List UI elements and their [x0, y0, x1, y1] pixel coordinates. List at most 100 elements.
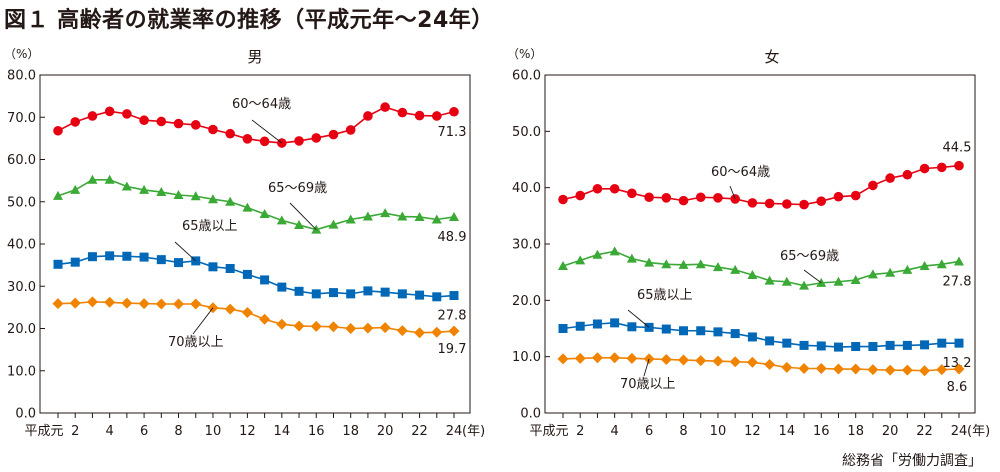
data-point	[156, 187, 167, 197]
y-tick-label: 70.0	[7, 111, 36, 126]
data-point	[225, 128, 235, 139]
data-point	[156, 116, 167, 127]
data-point	[397, 107, 408, 118]
data-point	[626, 253, 637, 263]
data-point	[627, 188, 637, 199]
series-line	[562, 250, 960, 287]
x-tick-label: 24	[951, 424, 968, 439]
data-point	[764, 198, 775, 209]
data-point	[259, 209, 270, 219]
data-point	[558, 260, 568, 270]
data-point	[919, 365, 931, 377]
data-point	[53, 125, 63, 136]
data-point	[190, 191, 201, 201]
x-tick-label: 8	[174, 424, 182, 439]
series-name-label: 65～69歳	[780, 249, 839, 264]
data-point	[885, 340, 895, 350]
data-point	[432, 292, 442, 302]
y-tick-label: 10.0	[512, 350, 541, 365]
data-point	[70, 257, 80, 267]
data-point	[867, 269, 878, 279]
data-point	[379, 322, 391, 334]
callout-leader	[289, 202, 317, 230]
data-point	[850, 190, 861, 201]
data-point	[712, 262, 723, 272]
series-name-label: 70歳以上	[168, 335, 224, 350]
y-tick-label: 30.0	[512, 238, 541, 253]
x-tick-label: 22	[916, 424, 933, 439]
data-point	[713, 327, 723, 337]
data-point	[260, 275, 270, 285]
data-point	[363, 111, 373, 121]
series-line	[57, 301, 455, 334]
x-tick-label: 14	[779, 424, 796, 439]
x-tick-label: 平成元	[24, 424, 63, 439]
data-point	[799, 340, 809, 350]
data-point	[609, 246, 620, 256]
data-point	[122, 109, 132, 119]
series-name-label: 70歳以上	[620, 377, 676, 392]
end-value-label: 71.3	[438, 125, 467, 140]
data-point	[294, 286, 304, 296]
data-point	[954, 256, 964, 266]
y-tick-label: 20.0	[7, 322, 36, 337]
data-point	[695, 355, 707, 367]
data-point	[242, 269, 252, 279]
callout-leader	[251, 119, 283, 144]
x-unit-label: (年)	[967, 424, 990, 439]
data-point	[730, 264, 741, 274]
data-point	[380, 287, 390, 297]
data-point	[936, 162, 947, 173]
data-point	[850, 275, 861, 285]
data-point	[380, 208, 391, 218]
data-point	[575, 321, 585, 331]
data-point	[592, 249, 603, 259]
series-2: 13.2	[558, 318, 971, 371]
data-point	[449, 211, 459, 221]
data-point	[591, 352, 603, 364]
end-value-label: 19.7	[438, 342, 467, 357]
data-point	[156, 255, 166, 265]
data-point	[449, 106, 459, 117]
series-name-label: 60～64歳	[232, 97, 291, 112]
data-point	[380, 102, 390, 112]
plot-frame	[544, 74, 976, 414]
data-point	[626, 352, 638, 364]
callout-leader	[627, 309, 650, 328]
y-tick-label: 40.0	[512, 181, 541, 196]
data-point	[242, 202, 253, 212]
x-tick-label: 16	[813, 424, 830, 439]
data-point	[139, 184, 150, 194]
data-point	[294, 219, 305, 229]
data-point	[431, 214, 442, 224]
data-point	[431, 111, 442, 121]
data-point	[345, 125, 356, 135]
data-point	[105, 251, 115, 261]
data-point	[449, 291, 459, 301]
y-tick-label: 60.0	[512, 69, 541, 84]
series-3: 8.6	[557, 352, 967, 395]
x-tick-label: 10	[710, 424, 727, 439]
data-point	[764, 359, 776, 371]
data-point	[277, 138, 287, 148]
data-point	[730, 329, 740, 339]
data-point	[696, 326, 706, 336]
data-point	[884, 364, 896, 376]
y-unit-label: （%）	[507, 47, 542, 61]
data-point	[327, 321, 339, 333]
x-tick-label: 18	[342, 424, 359, 439]
series-name-label: 65歳以上	[182, 219, 238, 234]
data-point	[173, 189, 184, 199]
data-point	[747, 198, 758, 208]
y-tick-label: 10.0	[7, 364, 36, 379]
data-point	[397, 211, 408, 221]
data-point	[936, 259, 947, 269]
data-point	[225, 196, 236, 206]
data-point	[104, 296, 116, 308]
data-point	[311, 133, 322, 143]
x-tick-label: 12	[744, 424, 761, 439]
data-point	[87, 174, 98, 184]
x-tick-label: 14	[274, 424, 291, 439]
data-point	[121, 297, 133, 309]
